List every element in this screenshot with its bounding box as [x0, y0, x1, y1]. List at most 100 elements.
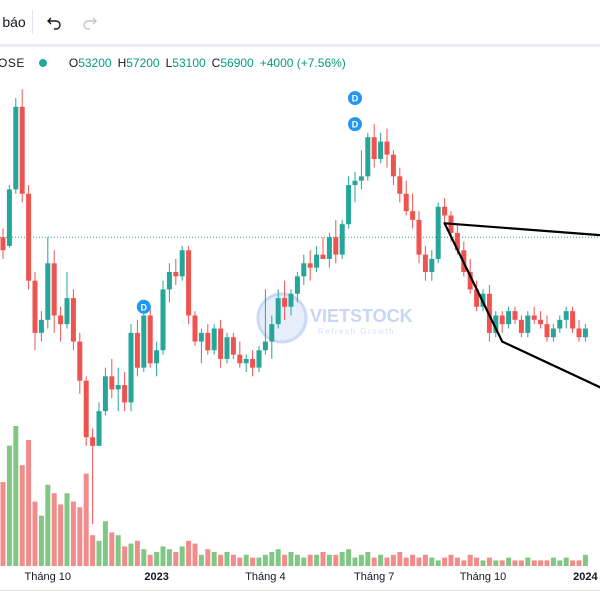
candle-body — [352, 180, 358, 186]
dividend-marker[interactable]: D — [136, 299, 151, 314]
dividend-marker-circle[interactable] — [136, 299, 151, 314]
candle-body — [582, 328, 588, 338]
candle-body — [474, 289, 480, 307]
trendline[interactable] — [443, 222, 504, 343]
candle-body — [499, 315, 505, 325]
volume-bar — [563, 557, 569, 566]
trendline[interactable] — [443, 222, 600, 237]
candle-body — [19, 106, 25, 194]
high-value: 57200 — [126, 56, 160, 70]
dividend-marker-label: D — [141, 302, 148, 312]
volume-bar — [403, 557, 409, 566]
dividend-marker-circle[interactable] — [348, 91, 362, 106]
volume-bar — [26, 440, 32, 566]
volume-bar — [582, 554, 588, 566]
price-chart[interactable]: VIETSTOCK Refresh Growth D D D Tháng 10 202… — [0, 72, 600, 590]
volume-bar — [32, 501, 38, 566]
x-tick-label: Tháng 10 — [25, 571, 71, 583]
volume-bar — [333, 554, 339, 566]
symbol-fragment[interactable]: OSE — [0, 56, 25, 70]
volume-bar — [186, 540, 192, 566]
x-tick-label: 2023 — [144, 571, 168, 583]
candle-body — [397, 176, 403, 194]
candle-body — [83, 380, 89, 438]
volume-bar — [422, 554, 428, 566]
candle-body — [518, 319, 524, 333]
volume-bar — [294, 554, 300, 566]
volume-bar — [134, 540, 140, 566]
candle-body — [256, 350, 262, 368]
volume-bar — [282, 554, 288, 566]
candle-body — [13, 106, 19, 190]
watermark-brand: VIETSTOCK — [310, 306, 413, 326]
candle-body — [550, 328, 556, 338]
candle-body — [45, 263, 51, 320]
dividend-marker-label: D — [352, 94, 359, 104]
x-tick-label: Tháng 4 — [245, 571, 285, 583]
volume-bar — [275, 549, 281, 566]
candle-body — [224, 337, 230, 359]
volume-bar — [205, 549, 211, 566]
candle-body — [70, 298, 76, 342]
dividend-marker-circle[interactable] — [348, 117, 362, 132]
volume-bar — [211, 552, 217, 566]
candlesticks — [0, 89, 588, 525]
dividend-markers[interactable]: D D D — [136, 91, 362, 314]
trendlines[interactable] — [443, 222, 600, 390]
volume-bar — [512, 560, 518, 566]
volume-bars — [0, 426, 588, 566]
volume-bar — [493, 560, 499, 566]
dividend-marker-label: D — [352, 120, 359, 130]
trendline[interactable] — [501, 340, 600, 390]
redo-icon[interactable] — [76, 8, 104, 36]
ohlc-legend: OSE O 53200 H 57200 L 53100 C 56900 +4000 (+… — [0, 54, 346, 72]
candle-body — [179, 250, 185, 277]
candle-body — [0, 237, 6, 251]
volume-bar — [224, 552, 230, 566]
volume-bar — [397, 552, 403, 566]
candle-body — [173, 272, 179, 277]
candle-body — [198, 332, 204, 342]
volume-bar — [314, 554, 320, 566]
volume-bar — [320, 552, 326, 566]
candle-body — [307, 263, 313, 268]
x-tick-label: Tháng 10 — [460, 571, 506, 583]
candle-body — [26, 193, 32, 281]
volume-bar — [576, 560, 582, 566]
volume-bar — [77, 507, 83, 566]
candle-body — [301, 263, 307, 277]
volume-bar — [538, 560, 544, 566]
dividend-marker[interactable]: D — [348, 117, 362, 132]
candle-body — [512, 311, 518, 320]
volume-bar — [416, 557, 422, 566]
volume-bar — [301, 557, 307, 566]
title-fragment[interactable]: báo — [2, 14, 26, 30]
volume-bar — [70, 501, 76, 566]
volume-bar — [192, 543, 198, 566]
candle-body — [102, 376, 108, 412]
candle-body — [192, 315, 198, 342]
volume-bar — [109, 532, 115, 566]
candle-body — [358, 176, 364, 181]
close-value: 56900 — [220, 56, 254, 70]
volume-bar — [352, 557, 358, 566]
dividend-marker[interactable]: D — [348, 91, 362, 106]
volume-bar — [198, 554, 204, 566]
volume-bar — [339, 552, 345, 566]
volume-bar — [96, 540, 102, 566]
volume-bar — [141, 549, 147, 566]
candle-body — [384, 141, 390, 155]
candle-body — [218, 328, 224, 359]
volume-bar — [147, 554, 153, 566]
volume-bar — [557, 560, 563, 566]
x-axis: Tháng 10 2023 Tháng 4 Tháng 7 Tháng 10 2024 — [25, 571, 599, 583]
candle-body — [378, 141, 384, 159]
volume-bar — [218, 554, 224, 566]
toolbar: báo — [0, 0, 600, 45]
axis-border — [0, 590, 600, 591]
undo-icon[interactable] — [40, 8, 68, 36]
candle-body — [493, 315, 499, 333]
candle-body — [64, 298, 70, 325]
open-label: O — [68, 56, 79, 70]
volume-bar — [6, 445, 12, 566]
